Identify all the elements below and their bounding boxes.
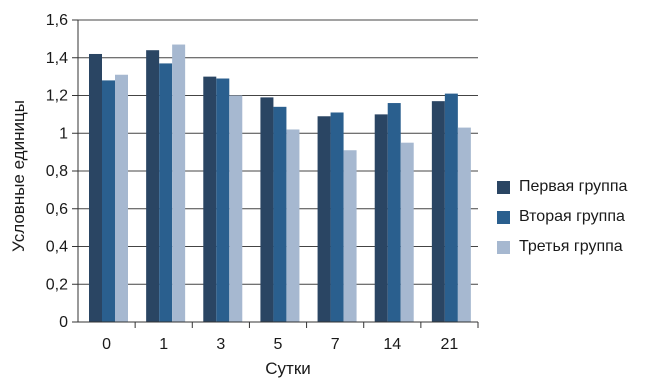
legend-label-second-group: Вторая группа	[519, 208, 625, 225]
legend-swatch-second-group	[497, 210, 510, 224]
bar-series-2-day-14	[387, 103, 401, 322]
bar-series-1-day-0	[89, 53, 102, 322]
bar-series-2-day-21	[444, 93, 458, 322]
legend-item-second-group: Вторая группа	[497, 202, 627, 232]
legend-label-third-group: Третья группа	[519, 238, 623, 255]
y-tick-label: 1,2	[46, 88, 68, 105]
y-tick-label: 0,2	[46, 276, 68, 293]
bar-series-2-day-3	[216, 78, 230, 322]
legend-item-third-group: Третья группа	[497, 232, 627, 262]
x-tick-label: 5	[274, 336, 283, 353]
bar-series-1-day-21	[431, 101, 445, 322]
bar-series-3-day-1	[172, 44, 186, 322]
bar-series-1-day-7	[317, 116, 331, 322]
bar-series-1-day-14	[374, 114, 388, 322]
y-tick-label: 1	[59, 125, 68, 142]
bar-series-2-day-1	[159, 63, 173, 322]
bar-series-3-day-5	[286, 129, 300, 322]
x-axis-title: Сутки	[265, 359, 311, 378]
x-tick-label: 7	[331, 336, 340, 353]
bar-series-3-day-7	[343, 150, 357, 322]
x-tick-label: 14	[383, 336, 401, 353]
y-tick-labels: 0 0,2 0,4 0,6 0,8 1 1,2 1,4 1,6	[46, 12, 68, 331]
bar-series-3-day-0	[115, 74, 128, 322]
x-tick-label: 0	[102, 336, 111, 353]
y-tick-label: 0,6	[46, 201, 68, 218]
bar-series-3-day-21	[457, 127, 471, 323]
legend-swatch-third-group	[497, 240, 510, 254]
y-tick-label: 0,4	[46, 239, 68, 256]
legend-label-first-group: Первая группа	[519, 178, 628, 195]
bar-series-3-day-14	[400, 142, 414, 322]
y-axis-title: Условные единицы	[9, 100, 28, 252]
y-tick-label: 1,4	[46, 50, 68, 67]
bar-series-1-day-3	[203, 76, 217, 322]
y-tick-label: 0,8	[46, 163, 68, 180]
x-tick-label: 3	[216, 336, 225, 353]
legend-item-first-group: Первая группа	[497, 172, 627, 202]
bar-series-1-day-5	[260, 97, 274, 322]
bar-series-2-day-5	[273, 106, 287, 322]
legend-swatch-first-group	[497, 180, 510, 194]
bar-series-3-day-3	[229, 95, 243, 322]
x-tick-labels: 0 1 3 5 7 14 21	[102, 322, 479, 353]
x-tick-label: 1	[159, 336, 168, 353]
x-tick-label: 21	[441, 336, 459, 353]
bar-series-2-day-0	[102, 80, 115, 323]
bars	[89, 44, 471, 323]
y-tick-label: 1,6	[46, 12, 68, 29]
y-tick-label: 0	[59, 314, 68, 331]
legend: Первая группа Вторая группа Третья групп…	[497, 172, 627, 262]
axes	[77, 20, 478, 323]
bar-series-1-day-1	[146, 50, 160, 322]
bar-series-2-day-7	[330, 112, 344, 322]
